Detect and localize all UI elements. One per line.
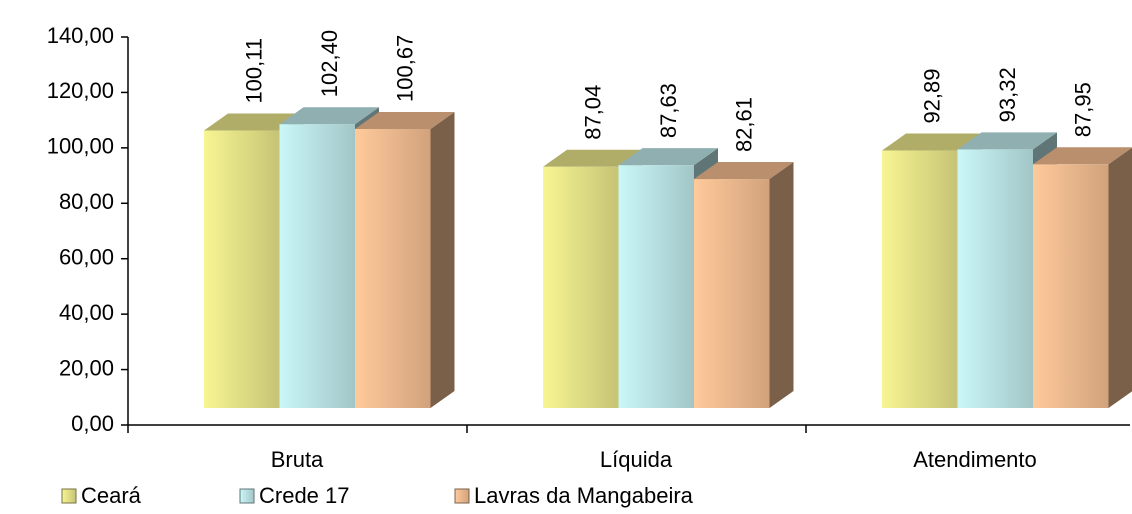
legend-swatch bbox=[239, 488, 255, 504]
bar-top bbox=[204, 113, 304, 131]
value-label: 82,61 bbox=[732, 97, 757, 152]
legend-label: Crede 17 bbox=[259, 483, 350, 508]
bar-front bbox=[882, 150, 958, 408]
legend-swatch bbox=[454, 488, 470, 504]
bar-front bbox=[1033, 164, 1109, 408]
bar-front bbox=[694, 179, 770, 408]
bar-front bbox=[355, 129, 431, 408]
bar-top bbox=[279, 107, 379, 125]
bar-side bbox=[769, 162, 794, 408]
legend-label: Lavras da Mangabeira bbox=[474, 483, 694, 508]
bar-side bbox=[430, 112, 455, 409]
y-tick-label: 40,00 bbox=[59, 300, 114, 325]
y-tick-label: 60,00 bbox=[59, 245, 114, 270]
bar-front bbox=[618, 165, 694, 408]
bar-front bbox=[957, 149, 1033, 408]
value-label: 87,63 bbox=[656, 83, 681, 138]
x-tick-label: Bruta bbox=[271, 447, 324, 472]
y-tick-label: 140,00 bbox=[47, 23, 114, 48]
bar bbox=[694, 162, 794, 408]
bar-front bbox=[204, 130, 280, 408]
bar-top bbox=[543, 149, 643, 167]
legend-label: Ceará bbox=[81, 483, 142, 508]
value-label: 100,67 bbox=[393, 35, 418, 102]
value-label: 87,04 bbox=[581, 85, 606, 140]
bar-front bbox=[543, 166, 619, 408]
y-tick-label: 20,00 bbox=[59, 355, 114, 380]
y-tick-label: 80,00 bbox=[59, 189, 114, 214]
bar-side bbox=[1108, 147, 1132, 408]
value-label: 87,95 bbox=[1071, 82, 1096, 137]
bar-top bbox=[957, 132, 1057, 150]
value-label: 92,89 bbox=[920, 68, 945, 123]
value-label: 102,40 bbox=[317, 30, 342, 97]
bar-front bbox=[279, 124, 355, 408]
bar-top bbox=[355, 112, 455, 130]
bar-top bbox=[882, 133, 982, 151]
x-tick-label: Líquida bbox=[600, 447, 673, 472]
x-tick-label: Atendimento bbox=[913, 447, 1037, 472]
bar-top bbox=[694, 162, 794, 180]
y-tick-label: 120,00 bbox=[47, 78, 114, 103]
legend-swatch bbox=[61, 488, 77, 504]
y-tick-label: 0,00 bbox=[71, 411, 114, 436]
bar bbox=[1033, 147, 1132, 408]
value-label: 100,11 bbox=[242, 38, 267, 104]
bar bbox=[355, 112, 455, 409]
bar-top bbox=[618, 148, 718, 166]
bar-top bbox=[1033, 147, 1132, 165]
value-label: 93,32 bbox=[995, 67, 1020, 122]
y-tick-label: 100,00 bbox=[47, 134, 114, 159]
